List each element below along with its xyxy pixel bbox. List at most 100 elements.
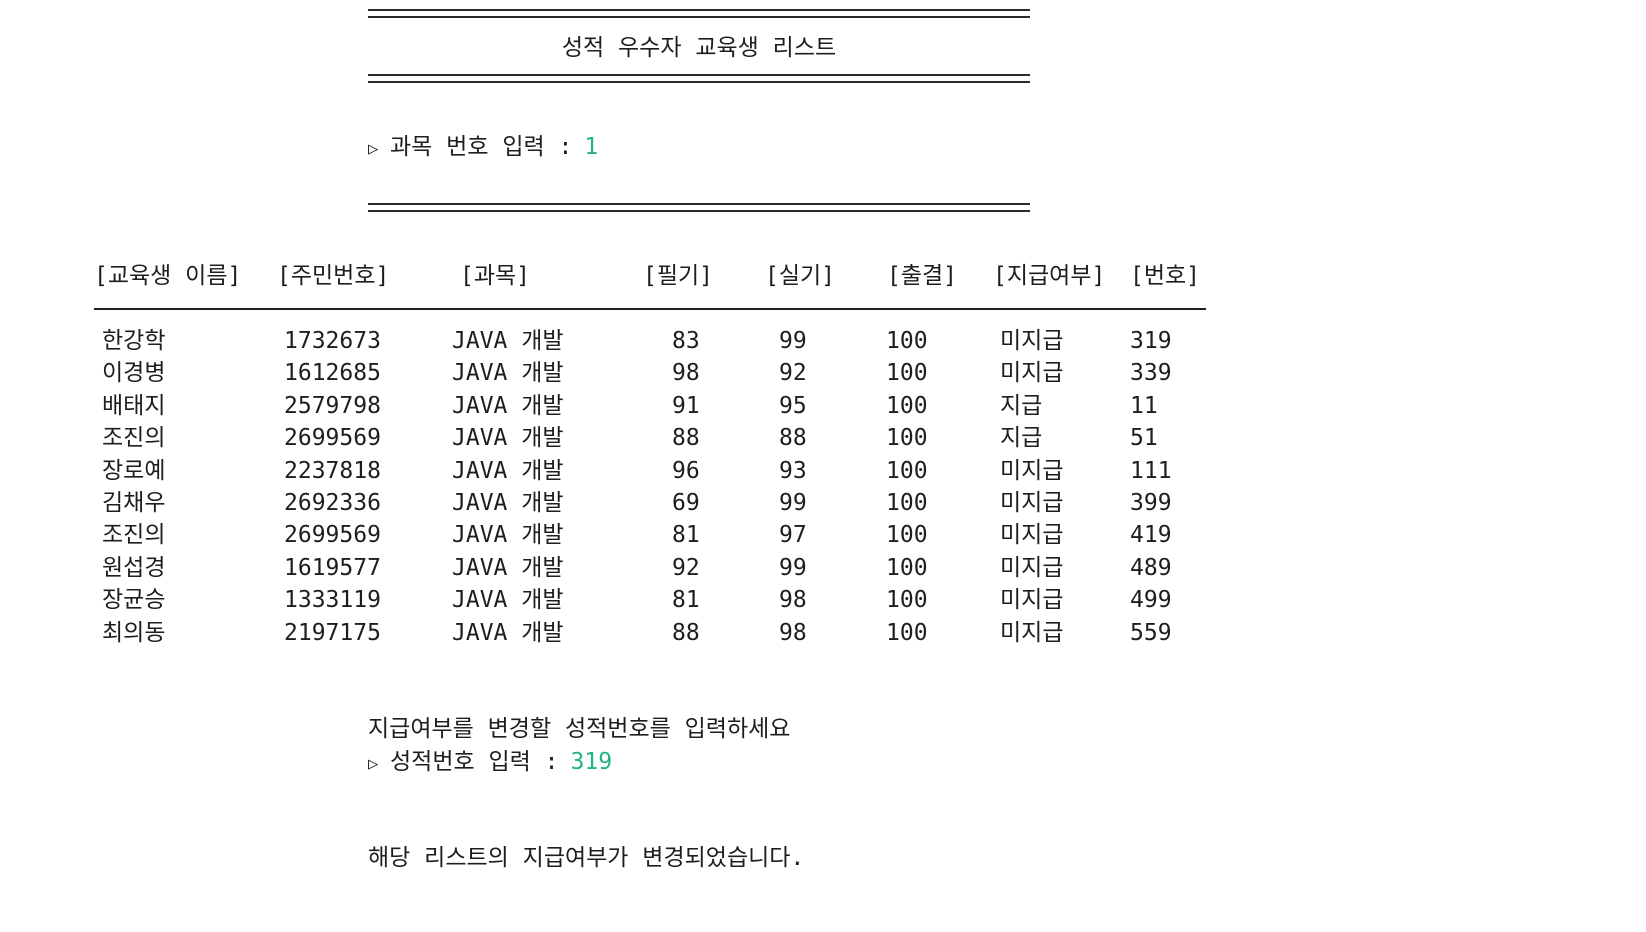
table-row: 조진의 2699569 JAVA 개발 81 97 100 미지급 419: [0, 518, 1240, 550]
cell-number: 319: [1130, 328, 1172, 354]
cell-attendance: 100: [886, 392, 928, 419]
cell-ssn: 2237818: [284, 457, 381, 484]
cell-name: 한강학: [102, 328, 166, 354]
cell-subject: JAVA 개발: [452, 489, 564, 516]
cell-attendance: 100: [886, 425, 928, 452]
cell-name: 원섭경: [102, 554, 166, 581]
section-double-rule: [368, 203, 1030, 212]
header-payment: [지급여부]: [993, 263, 1106, 289]
cell-number: 11: [1130, 392, 1158, 419]
cell-attendance: 100: [886, 457, 928, 484]
cell-practical: 98: [779, 587, 807, 614]
cell-name: 김채우: [102, 489, 166, 516]
table-row: 원섭경 1619577 JAVA 개발 92 99 100 미지급 489: [0, 551, 1240, 583]
cell-written: 81: [672, 587, 700, 614]
cell-practical: 95: [779, 392, 807, 419]
cell-written: 91: [672, 392, 700, 419]
cell-payment: 미지급: [1000, 522, 1064, 549]
cell-ssn: 2699569: [284, 425, 381, 452]
cell-practical: 93: [779, 457, 807, 484]
cell-written: 96: [672, 457, 700, 484]
header-number: [번호]: [1130, 263, 1201, 289]
cell-number: 559: [1130, 619, 1172, 646]
cell-number: 419: [1130, 522, 1172, 549]
cell-practical: 99: [779, 489, 807, 516]
table-row: 최의동 2197175 JAVA 개발 88 98 100 미지급 559: [0, 616, 1240, 648]
header-underline: [94, 308, 1206, 310]
header-attendance: [출결]: [887, 263, 958, 289]
header-subject: [과목]: [460, 263, 531, 289]
cell-practical: 98: [779, 619, 807, 646]
cell-name: 조진의: [102, 522, 166, 549]
cell-attendance: 100: [886, 554, 928, 581]
cell-payment: 미지급: [1000, 554, 1064, 581]
cell-ssn: 2692336: [284, 489, 381, 516]
prompt-arrow-icon: ▷: [368, 754, 379, 774]
cell-attendance: 100: [886, 328, 928, 354]
cell-payment: 지급: [1000, 425, 1043, 452]
change-instruction: 지급여부를 변경할 성적번호를 입력하세요: [368, 716, 791, 742]
cell-subject: JAVA 개발: [452, 619, 564, 646]
cell-name: 조진의: [102, 425, 166, 452]
top-double-rule: [368, 9, 1030, 18]
cell-practical: 97: [779, 522, 807, 549]
table-row: 장로예 2237818 JAVA 개발 96 93 100 미지급 111: [0, 454, 1240, 486]
table-row: 이경병 1612685 JAVA 개발 98 92 100 미지급 339: [0, 356, 1240, 388]
cell-ssn: 1732673: [284, 328, 381, 354]
cell-subject: JAVA 개발: [452, 425, 564, 452]
cell-practical: 92: [779, 360, 807, 387]
cell-written: 92: [672, 554, 700, 581]
cell-payment: 미지급: [1000, 360, 1064, 387]
cell-written: 83: [672, 328, 700, 354]
cell-attendance: 100: [886, 360, 928, 387]
cell-payment: 미지급: [1000, 587, 1064, 614]
student-table-body: 한강학 1732673 JAVA 개발 83 99 100 미지급 319 이경…: [0, 324, 1240, 648]
cell-written: 81: [672, 522, 700, 549]
cell-name: 최의동: [102, 619, 166, 646]
table-row: 장균승 1333119 JAVA 개발 81 98 100 미지급 499: [0, 583, 1240, 615]
cell-attendance: 100: [886, 587, 928, 614]
cell-number: 489: [1130, 554, 1172, 581]
cell-number: 339: [1130, 360, 1172, 387]
header-name: [교육생 이름]: [94, 263, 242, 289]
cell-name: 이경병: [102, 360, 166, 387]
cell-ssn: 1619577: [284, 554, 381, 581]
header-practical: [실기]: [765, 263, 836, 289]
cell-ssn: 2699569: [284, 522, 381, 549]
table-row: 김채우 2692336 JAVA 개발 69 99 100 미지급 399: [0, 486, 1240, 518]
cell-subject: JAVA 개발: [452, 522, 564, 549]
cell-written: 88: [672, 619, 700, 646]
result-message: 해당 리스트의 지급여부가 변경되었습니다.: [368, 845, 805, 871]
cell-practical: 88: [779, 425, 807, 452]
cell-number: 51: [1130, 425, 1158, 452]
cell-name: 장균승: [102, 587, 166, 614]
cell-subject: JAVA 개발: [452, 587, 564, 614]
page-title: 성적 우수자 교육생 리스트: [561, 35, 837, 61]
cell-ssn: 1333119: [284, 587, 381, 614]
cell-ssn: 1612685: [284, 360, 381, 387]
cell-subject: JAVA 개발: [452, 360, 564, 387]
header-ssn: [주민번호]: [277, 263, 390, 289]
cell-payment: 미지급: [1000, 328, 1064, 354]
subject-number-prompt: ▷ 과목 번호 입력 : 1: [368, 131, 598, 165]
cell-written: 69: [672, 489, 700, 516]
subject-number-input[interactable]: 1: [584, 134, 599, 160]
cell-subject: JAVA 개발: [452, 457, 564, 484]
cell-payment: 미지급: [1000, 619, 1064, 646]
score-number-prompt: ▷ 성적번호 입력 : 319: [368, 746, 612, 780]
header-written: [필기]: [643, 263, 714, 289]
cell-payment: 미지급: [1000, 489, 1064, 516]
cell-name: 배태지: [102, 392, 166, 419]
cell-subject: JAVA 개발: [452, 392, 564, 419]
cell-written: 98: [672, 360, 700, 387]
table-row: 한강학 1732673 JAVA 개발 83 99 100 미지급 319: [0, 324, 1240, 356]
prompt-arrow-icon: ▷: [368, 139, 379, 159]
score-number-input[interactable]: 319: [570, 749, 613, 775]
cell-subject: JAVA 개발: [452, 554, 564, 581]
cell-number: 399: [1130, 489, 1172, 516]
cell-ssn: 2579798: [284, 392, 381, 419]
cell-practical: 99: [779, 328, 807, 354]
cell-attendance: 100: [886, 522, 928, 549]
table-row: 배태지 2579798 JAVA 개발 91 95 100 지급 11: [0, 389, 1240, 421]
cell-payment: 지급: [1000, 392, 1043, 419]
